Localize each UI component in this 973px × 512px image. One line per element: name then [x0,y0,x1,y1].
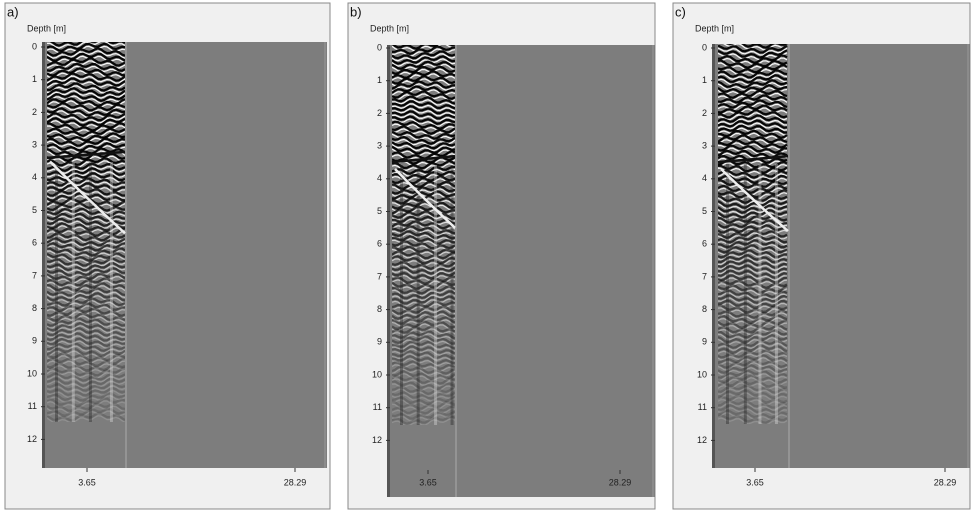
depth-tick-label: 1 [377,75,382,85]
left-axis [712,44,715,468]
depth-tick-label: 1 [702,75,707,85]
radargram-panel: a)Depth [m]01234567891011123.6528.29 [5,3,330,509]
depth-tick-label: 9 [377,337,382,347]
depth-tick-label: 10 [27,368,37,378]
depth-tick-label: 11 [698,402,707,412]
depth-tick-label: 11 [373,402,382,412]
trace-column [417,165,420,425]
depth-tick-label: 6 [32,238,37,248]
distance-tick-label: 28.29 [609,477,632,487]
depth-tick-label: 4 [377,173,382,183]
depth-tick-label: 0 [32,41,37,51]
left-axis [387,45,390,497]
axis-label: Depth [m] [27,23,66,33]
panel-label: c) [675,4,686,19]
depth-tick-label: 2 [702,108,707,118]
depth-tick-label: 2 [377,108,382,118]
depth-tick-label: 7 [377,271,382,281]
trace-column [775,164,778,424]
depth-tick-label: 9 [702,337,707,347]
figure: a)Depth [m]01234567891011123.6528.29b)De… [0,0,973,512]
depth-tick-label: 5 [32,205,37,215]
depth-tick-label: 11 [28,401,37,411]
depth-tick-label: 0 [377,42,382,52]
axis-label: Depth [m] [370,23,409,33]
trace-column [400,165,403,425]
trace-column [451,165,454,425]
trace-column [434,165,437,425]
radargram-panel: c)Depth [m]01234567891011123.6528.29 [673,3,970,509]
trace-column [110,162,113,422]
depth-tick-label: 12 [372,435,382,445]
depth-tick-label: 0 [702,42,707,52]
depth-tick-label: 4 [702,173,707,183]
depth-tick-label: 1 [32,74,37,84]
depth-tick-label: 12 [27,434,37,444]
distance-tick-label: 3.65 [746,477,764,487]
trace-column [72,162,75,422]
trace-column [55,162,58,422]
distance-tick-label: 3.65 [419,477,437,487]
distance-tick-label: 28.29 [284,477,307,487]
distance-tick-label: 3.65 [78,477,96,487]
axis-label: Depth [m] [695,23,734,33]
depth-tick-label: 7 [702,271,707,281]
depth-tick-label: 4 [32,172,37,182]
trace-column [744,164,747,424]
depth-tick-label: 9 [32,336,37,346]
panel-label: a) [7,4,19,19]
depth-tick-label: 3 [32,139,37,149]
depth-tick-label: 10 [372,369,382,379]
depth-tick-label: 8 [377,304,382,314]
radargram-panel: b)Depth [m]01234567891011123.6528.29 [348,3,655,509]
trace-column [758,164,761,424]
depth-tick-label: 7 [32,270,37,280]
depth-tick-label: 5 [702,206,707,216]
distance-tick-label: 28.29 [934,477,957,487]
depth-tick-label: 6 [702,239,707,249]
depth-tick-label: 8 [702,304,707,314]
panel-label: b) [350,4,362,19]
figure-canvas: a)Depth [m]01234567891011123.6528.29b)De… [0,0,973,512]
trace-column [726,164,729,424]
depth-tick-label: 5 [377,206,382,216]
depth-tick-label: 6 [377,239,382,249]
left-axis [42,42,45,468]
depth-tick-label: 8 [32,303,37,313]
depth-tick-label: 2 [32,107,37,117]
depth-tick-label: 12 [697,435,707,445]
depth-tick-label: 3 [702,140,707,150]
depth-tick-label: 10 [697,369,707,379]
depth-tick-label: 3 [377,140,382,150]
